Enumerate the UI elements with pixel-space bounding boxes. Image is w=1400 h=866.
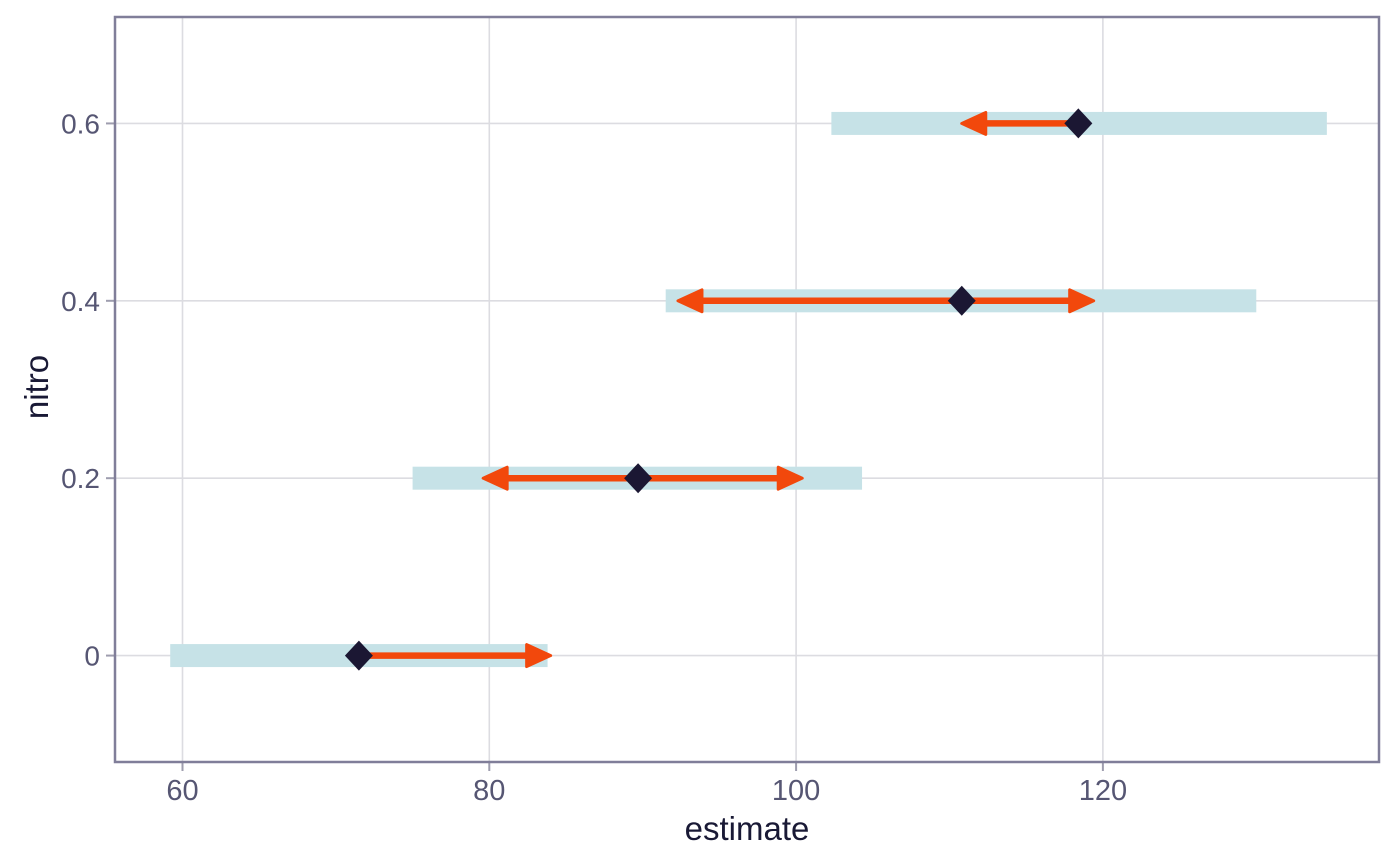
plot-panel-border (113, 15, 1381, 764)
estimate-point-diamond (947, 285, 976, 316)
estimate-point-diamond (1064, 108, 1093, 139)
comparison-arrowhead-left (960, 110, 988, 136)
comparison-arrowhead-right (525, 643, 553, 669)
y-tick-label: 0 (84, 641, 100, 672)
x-axis-title: estimate (684, 810, 810, 847)
x-tick-label: 60 (166, 775, 198, 807)
y-tick-label: 0.2 (61, 463, 100, 494)
x-tick-label: 120 (1079, 775, 1127, 807)
comparison-arrowhead-right (1068, 288, 1096, 314)
x-tick-label: 100 (772, 775, 820, 807)
estimate-point-diamond (344, 640, 373, 671)
y-axis-title: nitro (18, 354, 55, 420)
y-tick-label: 0.6 (61, 108, 100, 139)
plot-panel (115, 17, 1379, 762)
estimate-point-diamond (624, 463, 653, 494)
comparison-arrowhead-left (481, 465, 509, 491)
comparison-arrowhead-left (676, 288, 704, 314)
y-tick-label: 0.4 (61, 286, 100, 317)
x-tick-label: 80 (473, 775, 505, 807)
comparison-arrowhead-right (776, 465, 804, 491)
